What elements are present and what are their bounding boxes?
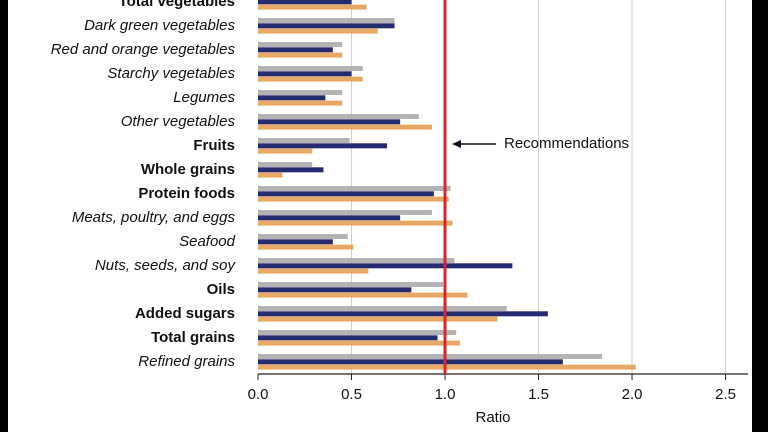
- x-tick-label: 2.0: [622, 386, 643, 403]
- bar: [258, 18, 395, 23]
- bar: [258, 0, 352, 5]
- x-tick-label: 1.5: [528, 386, 549, 403]
- bar: [258, 143, 388, 149]
- bar: [258, 119, 401, 125]
- bar: [258, 167, 324, 173]
- bar: [258, 138, 350, 143]
- category-label: Nuts, seeds, and soy: [95, 257, 237, 274]
- bar: [258, 100, 343, 106]
- bar: [258, 268, 369, 274]
- category-label: Oils: [207, 281, 235, 298]
- bar: [258, 71, 352, 77]
- bar: [258, 330, 457, 335]
- bar: [258, 220, 453, 226]
- bar: [258, 114, 419, 119]
- bar: [258, 196, 449, 202]
- category-label: Refined grains: [138, 353, 235, 370]
- x-tick-label: 2.5: [715, 386, 736, 403]
- bar: [258, 244, 354, 250]
- category-label: Dark green vegetables: [84, 17, 235, 34]
- bar: [258, 354, 603, 359]
- bar: [258, 335, 438, 341]
- category-label: Total grains: [151, 329, 235, 346]
- bar: [258, 282, 444, 287]
- bar: [258, 42, 343, 47]
- bar: [258, 90, 343, 95]
- bar: [258, 66, 363, 71]
- bar: [258, 239, 333, 245]
- bar: [258, 148, 313, 154]
- bar: [258, 311, 548, 317]
- bar: [258, 28, 378, 34]
- bar: [258, 124, 432, 130]
- x-tick-label: 0.0: [248, 386, 269, 403]
- bar: [258, 364, 636, 370]
- bar: [258, 258, 455, 263]
- category-label: Meats, poultry, and eggs: [72, 209, 236, 226]
- category-label: Legumes: [173, 89, 235, 106]
- category-label: Seafood: [179, 233, 236, 250]
- bar: [258, 292, 468, 298]
- bar: [258, 47, 333, 53]
- category-label: Starchy vegetables: [107, 65, 235, 82]
- bar: [258, 95, 326, 101]
- bar: [258, 359, 563, 365]
- category-label: Red and orange vegetables: [51, 41, 236, 58]
- bar: [258, 287, 412, 293]
- bar: [258, 234, 348, 239]
- bar: [258, 76, 363, 82]
- bar: [258, 215, 401, 221]
- x-tick-label: 1.0: [435, 386, 456, 403]
- bar: [258, 210, 432, 215]
- category-label: Other vegetables: [121, 113, 236, 130]
- category-label: Whole grains: [141, 161, 235, 178]
- bar: [258, 191, 434, 197]
- bar: [258, 4, 367, 10]
- bar: [258, 23, 395, 29]
- category-label: Fruits: [193, 137, 235, 154]
- x-axis-label: Ratio: [475, 409, 510, 426]
- category-label: Added sugars: [135, 305, 235, 322]
- bar: [258, 306, 507, 311]
- bar: [258, 340, 460, 346]
- annotation: Recommendations: [504, 135, 629, 152]
- bar: [258, 186, 451, 191]
- bar: [258, 162, 313, 167]
- x-tick-label: 0.5: [341, 386, 362, 403]
- bar: [258, 316, 498, 322]
- arrow-head: [452, 140, 461, 148]
- bar: [258, 263, 513, 269]
- bar: [258, 52, 343, 58]
- bar: [258, 172, 283, 178]
- category-label: Total vegetables: [119, 0, 235, 10]
- category-label: Protein foods: [138, 185, 235, 202]
